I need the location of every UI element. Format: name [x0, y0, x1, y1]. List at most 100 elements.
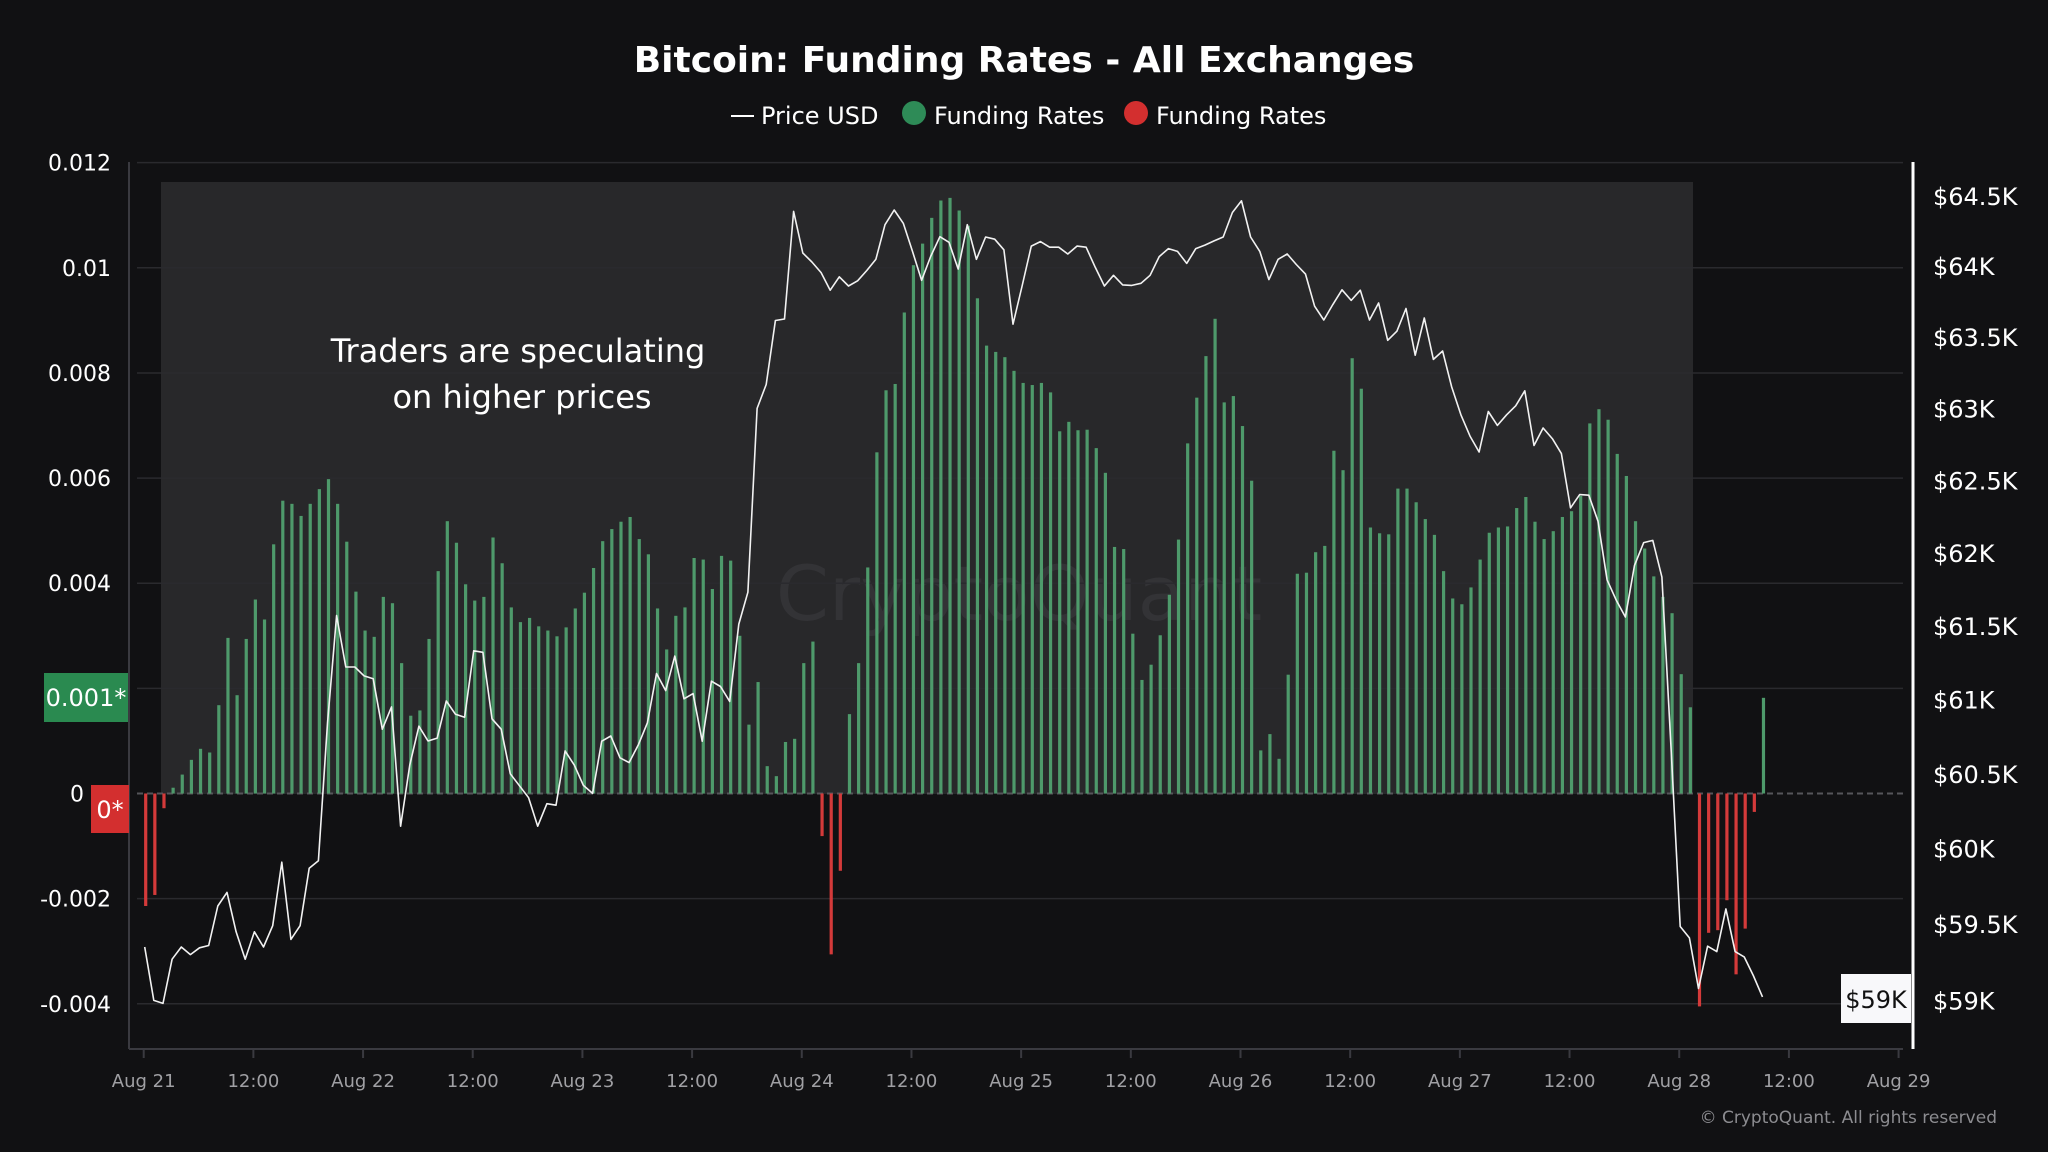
- funding-bar-positive: [418, 710, 422, 794]
- funding-bar-positive: [473, 600, 477, 794]
- funding-bar-positive: [957, 210, 961, 794]
- funding-bar-positive: [966, 225, 970, 794]
- funding-bar-positive: [1286, 674, 1290, 794]
- x-axis-ticks: Aug 21 12:00 Aug 22 12:00 Aug 23 12:00 Aug 24 1…: [112, 1049, 1931, 1092]
- x-tick-label: Aug 29: [1867, 1071, 1931, 1092]
- funding-bar-positive: [847, 714, 852, 794]
- funding-bar-positive: [454, 542, 459, 794]
- copyright: © CryptoQuant. All rights reserved: [1700, 1108, 1997, 1128]
- funding-bar-negative: [1752, 793, 1756, 812]
- right-tick-label: $62.5K: [1933, 467, 2019, 495]
- funding-bar-positive: [445, 521, 449, 794]
- funding-bar-positive: [1058, 431, 1062, 794]
- funding-bar-positive: [747, 724, 751, 794]
- funding-bar-positive: [1405, 488, 1409, 794]
- funding-bar-positive: [774, 776, 778, 794]
- funding-bar-positive: [1204, 356, 1208, 794]
- funding-bar-positive: [1387, 534, 1391, 794]
- annotation-line-2: on higher prices: [392, 378, 651, 416]
- funding-bar-positive: [1533, 521, 1537, 794]
- funding-bar-positive: [1259, 750, 1263, 794]
- chart-title: Bitcoin: Funding Rates - All Exchanges: [634, 40, 1415, 81]
- funding-bar-positive: [400, 663, 404, 794]
- left-tick-label: 0.006: [48, 467, 111, 492]
- funding-bar-positive: [729, 560, 733, 794]
- funding-bar-positive: [363, 630, 367, 794]
- x-tick-label: Aug 22: [331, 1071, 395, 1092]
- funding-bar-positive: [655, 608, 660, 794]
- legend-dot-icon: [902, 101, 926, 125]
- funding-bar-positive: [1112, 546, 1117, 794]
- funding-bar-positive: [1478, 559, 1482, 794]
- funding-bar-positive: [1661, 596, 1665, 794]
- funding-bar-positive: [1524, 497, 1528, 794]
- annotation-line-1: Traders are speculating: [330, 332, 706, 370]
- funding-bar-positive: [1652, 576, 1656, 794]
- legend-label-price: Price USD: [761, 102, 878, 130]
- right-tick-label: $60K: [1933, 836, 1996, 864]
- funding-bar-positive: [1076, 430, 1080, 794]
- price-line: [143, 200, 1764, 1005]
- funding-bar-positive: [1122, 549, 1126, 794]
- funding-bar-positive: [1597, 409, 1601, 794]
- funding-bar-positive: [573, 608, 577, 794]
- x-tick-label: Aug 27: [1428, 1071, 1492, 1092]
- x-tick-label: 12:00: [227, 1071, 279, 1092]
- funding-bar-positive: [1304, 572, 1309, 794]
- legend-item-funding-positive[interactable]: Funding Rates: [902, 101, 1104, 130]
- legend: Price USD Funding Rates Funding Rates: [731, 101, 1326, 130]
- funding-bar-positive: [939, 200, 943, 794]
- funding-bar-positive: [783, 741, 788, 794]
- funding-bar-positive: [637, 539, 641, 794]
- left-tick-label: 0.012: [48, 152, 111, 177]
- funding-bar-positive: [1341, 470, 1345, 794]
- legend-item-price[interactable]: Price USD: [731, 102, 878, 130]
- funding-positive-marker: 0.001*: [44, 673, 128, 722]
- funding-bar-positive: [1496, 527, 1501, 794]
- funding-bar-positive: [1560, 516, 1564, 794]
- funding-bar-positive: [262, 619, 267, 794]
- funding-bar-positive: [1505, 526, 1510, 794]
- funding-bar-positive: [619, 521, 623, 794]
- funding-bar-negative: [1734, 793, 1738, 975]
- funding-bar-positive: [1332, 450, 1336, 794]
- funding-bar-positive: [308, 503, 312, 794]
- funding-bar-positive: [299, 515, 303, 794]
- funding-zero-marker-label: 0*: [96, 796, 123, 824]
- funding-bar-positive: [884, 390, 888, 794]
- legend-label-funding-negative: Funding Rates: [1156, 102, 1326, 130]
- funding-bar-positive: [1487, 532, 1491, 794]
- funding-bar-positive: [984, 345, 989, 794]
- funding-bar-positive: [591, 567, 596, 794]
- funding-bar-positive: [1396, 488, 1400, 794]
- funding-bar-positive: [1149, 664, 1153, 794]
- x-tick-label: Aug 23: [551, 1071, 615, 1092]
- right-tick-label: $62K: [1933, 540, 1996, 568]
- funding-bar-positive: [975, 298, 980, 794]
- legend-label-funding-positive: Funding Rates: [934, 102, 1104, 130]
- right-tick-label: $64.5K: [1933, 183, 2019, 211]
- funding-bar-positive: [1323, 545, 1327, 794]
- funding-bar-positive: [1688, 707, 1692, 794]
- funding-bar-positive: [902, 312, 906, 794]
- price-current-marker: $59K: [1841, 974, 1911, 1023]
- funding-bar-positive: [1222, 402, 1226, 794]
- funding-bar-negative: [820, 793, 824, 837]
- watermark: CryptoQuant: [776, 549, 1262, 638]
- funding-bar-positive: [1250, 480, 1254, 794]
- x-tick-label: 12:00: [447, 1071, 499, 1092]
- funding-bar-negative: [144, 793, 148, 906]
- funding-bar-positive: [427, 638, 431, 794]
- funding-bar-positive: [244, 638, 248, 794]
- funding-bar-positive: [354, 591, 358, 794]
- left-axis-ticks: 0.012 0.01 0.008 0.006 0.004 0 -0.002 -0.004: [40, 152, 111, 1018]
- x-tick-label: Aug 28: [1647, 1071, 1711, 1092]
- funding-bar-positive: [189, 759, 193, 794]
- funding-bar-negative: [153, 793, 157, 895]
- funding-bar-positive: [1469, 587, 1473, 794]
- funding-bar-positive: [1314, 552, 1318, 794]
- legend-item-funding-negative[interactable]: Funding Rates: [1124, 101, 1326, 130]
- funding-bar-positive: [1588, 423, 1592, 794]
- funding-bar-positive: [208, 752, 212, 794]
